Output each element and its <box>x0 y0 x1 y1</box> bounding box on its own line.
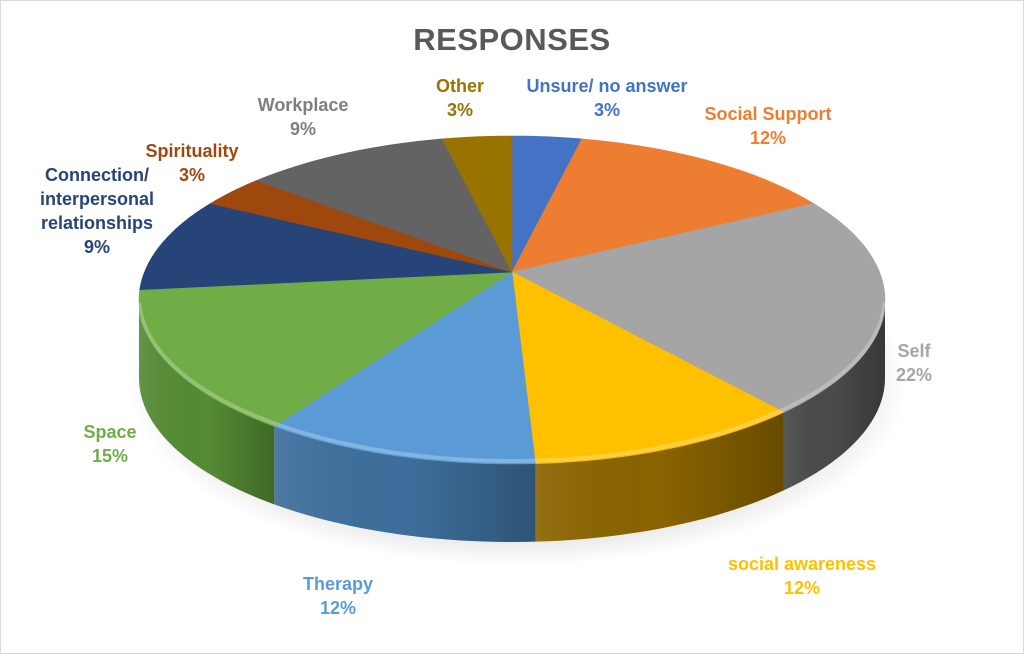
label-percent: 9% <box>289 119 317 139</box>
data-label-self: Self 22% <box>896 339 932 387</box>
label-text: Spirituality <box>145 141 239 161</box>
pie-slice-self[interactable] <box>511 203 886 413</box>
pie-side-shade <box>783 300 885 491</box>
pie-bevel-highlight <box>137 302 887 464</box>
label-text: Social Support <box>704 104 832 124</box>
pie-slice-spirituality[interactable] <box>209 180 513 273</box>
data-label-unsure-no-answer: Unsure/ no answer 3% <box>526 74 687 122</box>
pie-slice-workplace[interactable] <box>255 138 513 273</box>
label-text: Workplace <box>257 95 349 115</box>
data-label-therapy: Therapy 12% <box>303 572 373 620</box>
data-label-connection-interpersonal-relationships: Connection/interpersonal relationships 9% <box>40 163 154 259</box>
chart-title: RESPONSES <box>413 22 611 57</box>
label-percent: 15% <box>91 446 129 466</box>
pie-slice-space[interactable] <box>138 271 514 427</box>
pie-side-shade <box>274 426 536 542</box>
label-text: interpersonal <box>39 189 155 209</box>
label-text: social awareness <box>727 554 877 574</box>
label-percent: 3% <box>446 100 474 120</box>
pie-slice-unsure-no-answer[interactable] <box>511 135 583 273</box>
label-text: Unsure/ no answer <box>526 76 688 96</box>
pie-side-shade <box>535 412 784 542</box>
label-percent: 12% <box>319 598 357 618</box>
label-text: relationships <box>40 213 154 233</box>
pie-slice-social-support[interactable] <box>511 138 815 273</box>
data-label-spirituality: Spirituality 3% <box>145 139 238 187</box>
data-label-workplace: Workplace 9% <box>258 93 349 141</box>
data-label-social-support: Social Support 12% <box>704 102 831 150</box>
pie-slices <box>137 135 887 465</box>
data-label-other: Other 3% <box>436 74 484 122</box>
data-label-social-awareness: social awareness 12% <box>728 552 876 600</box>
pie-slice-other[interactable] <box>441 135 513 273</box>
pie-slice-connection-interpersonal-relationships[interactable] <box>139 203 513 291</box>
pie-slice-social-awareness[interactable] <box>511 271 785 464</box>
label-text: Self <box>897 341 931 361</box>
label-text: Space <box>83 422 137 442</box>
pie-sides <box>139 300 885 542</box>
pie-slice-therapy[interactable] <box>273 271 536 465</box>
label-percent: 22% <box>895 365 933 385</box>
label-text: Therapy <box>302 574 374 594</box>
label-percent: 12% <box>749 128 787 148</box>
label-percent: 3% <box>178 165 206 185</box>
label-percent: 9% <box>83 237 110 257</box>
label-text: Other <box>435 76 485 96</box>
label-text: Connection/ <box>45 165 149 185</box>
label-percent: 3% <box>593 100 621 120</box>
pie-side-shade <box>139 300 275 505</box>
data-label-space: Space 15% <box>83 420 136 468</box>
label-percent: 12% <box>783 578 821 598</box>
